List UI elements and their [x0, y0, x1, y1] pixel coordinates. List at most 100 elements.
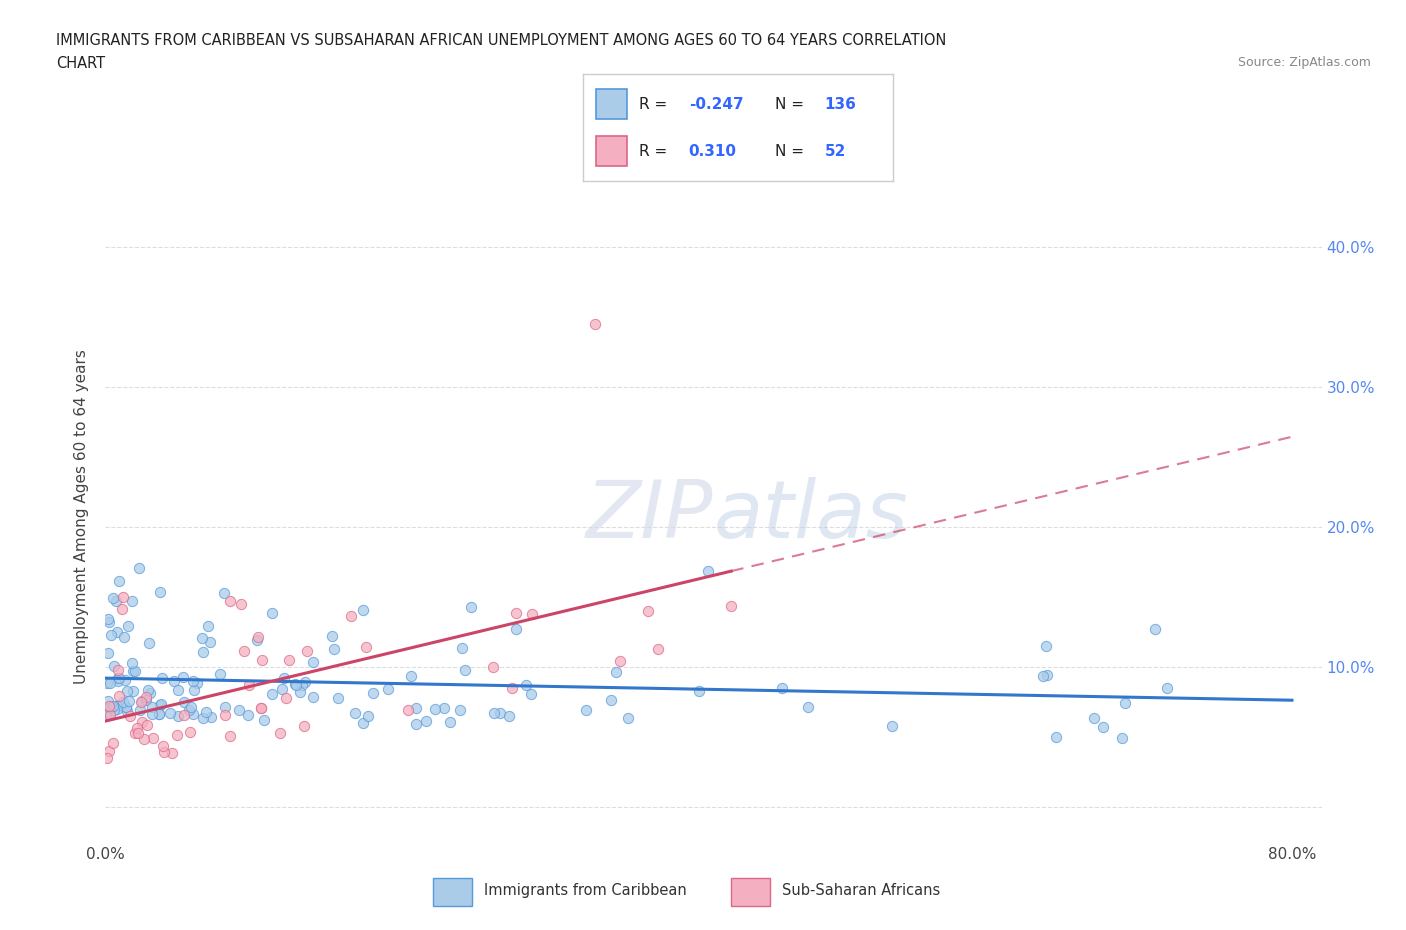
Point: [1156, 680, 1178, 695]
Point: [117, 618, 139, 633]
Point: [148, 706, 170, 721]
Point: [135, 718, 157, 733]
Point: [97, 694, 120, 709]
Bar: [596, 89, 627, 119]
Point: [433, 700, 456, 715]
Point: [326, 691, 349, 706]
Text: N =: N =: [775, 144, 804, 159]
Point: [575, 702, 598, 717]
Point: [128, 702, 150, 717]
Point: [138, 686, 160, 701]
Point: [142, 731, 165, 746]
Text: 0.310: 0.310: [689, 144, 737, 159]
Point: [284, 676, 307, 691]
Point: [352, 603, 374, 618]
Point: [112, 590, 135, 604]
Point: [252, 653, 274, 668]
Point: [339, 608, 361, 623]
Point: [135, 690, 157, 705]
Point: [186, 676, 208, 691]
Point: [294, 674, 316, 689]
Point: [98, 615, 121, 630]
Point: [152, 738, 174, 753]
Point: [149, 698, 172, 713]
Point: [138, 636, 160, 651]
Point: [141, 699, 163, 714]
Point: [352, 715, 374, 730]
Point: [127, 725, 149, 740]
Point: [100, 699, 122, 714]
Point: [112, 694, 135, 709]
Bar: [433, 878, 472, 906]
Point: [609, 654, 631, 669]
Point: [880, 718, 903, 733]
Point: [172, 670, 194, 684]
Point: [439, 714, 461, 729]
Point: [720, 598, 742, 613]
Point: [96, 675, 118, 690]
Point: [198, 635, 221, 650]
Point: [1032, 668, 1054, 683]
Point: [637, 604, 659, 618]
Point: [229, 597, 252, 612]
Text: 136: 136: [825, 97, 856, 112]
Point: [501, 681, 523, 696]
Point: [94, 708, 117, 723]
Point: [285, 677, 308, 692]
Point: [246, 632, 269, 647]
Point: [131, 714, 153, 729]
Point: [1111, 730, 1133, 745]
Text: -0.247: -0.247: [689, 97, 744, 112]
Text: Sub-Saharan Africans: Sub-Saharan Africans: [782, 883, 941, 898]
Point: [396, 702, 419, 717]
Point: [122, 684, 145, 698]
Point: [274, 690, 297, 705]
Text: N =: N =: [775, 97, 804, 112]
Point: [290, 684, 312, 699]
Point: [105, 625, 128, 640]
Text: IMMIGRANTS FROM CARIBBEAN VS SUBSAHARAN AFRICAN UNEMPLOYMENT AMONG AGES 60 TO 64: IMMIGRANTS FROM CARIBBEAN VS SUBSAHARAN …: [56, 33, 946, 47]
Point: [270, 682, 292, 697]
Point: [131, 695, 153, 710]
Point: [519, 687, 541, 702]
Point: [124, 664, 146, 679]
Point: [149, 585, 172, 600]
Point: [96, 751, 118, 765]
Point: [214, 708, 236, 723]
Point: [167, 709, 190, 724]
Point: [688, 684, 710, 698]
Point: [193, 644, 215, 659]
Point: [647, 642, 669, 657]
Point: [180, 699, 202, 714]
Point: [505, 605, 527, 620]
Point: [498, 709, 520, 724]
Point: [219, 594, 242, 609]
Point: [121, 593, 143, 608]
Point: [179, 724, 201, 739]
Point: [101, 591, 124, 605]
Point: [108, 698, 131, 712]
Point: [101, 736, 124, 751]
Point: [449, 702, 471, 717]
Point: [103, 658, 125, 673]
Point: [617, 711, 640, 725]
Point: [250, 700, 273, 715]
Point: [125, 721, 148, 736]
Point: [600, 693, 623, 708]
Point: [321, 629, 343, 644]
Point: [208, 667, 231, 682]
Point: [363, 685, 385, 700]
Point: [697, 564, 720, 578]
Point: [107, 663, 129, 678]
Text: 52: 52: [825, 144, 846, 159]
Point: [1036, 668, 1059, 683]
Point: [405, 716, 427, 731]
Text: Immigrants from Caribbean: Immigrants from Caribbean: [484, 883, 686, 898]
Point: [107, 699, 129, 714]
Point: [1092, 720, 1115, 735]
Point: [160, 746, 183, 761]
Point: [118, 694, 141, 709]
Point: [481, 659, 503, 674]
Point: [100, 628, 122, 643]
Text: ZIP: ZIP: [586, 477, 713, 555]
